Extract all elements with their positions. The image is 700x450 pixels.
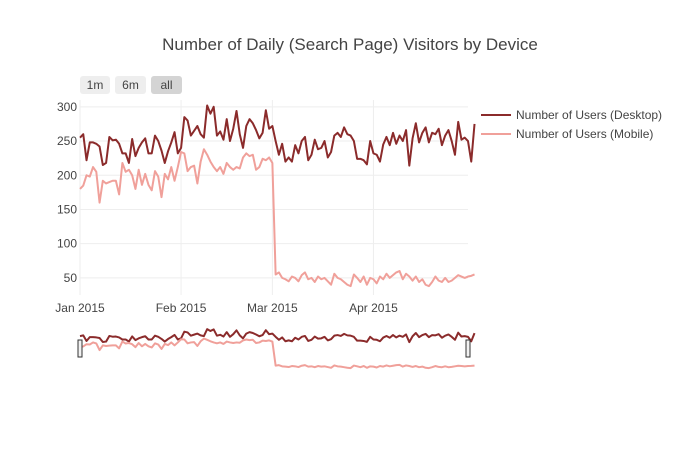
series-line-desktop [79,104,476,167]
range-button-all[interactable]: all [151,76,182,94]
range-button-6m[interactable]: 6m [115,76,146,94]
range-button-label: 6m [122,78,139,92]
y-tick-label: 50 [64,271,78,285]
legend: Number of Users (Desktop) Number of Users… [481,108,662,141]
range-selector: 1m 6m all [80,76,182,94]
y-axis: 50 100 150 200 250 300 [57,100,77,285]
chart-title: Number of Daily (Search Page) Visitors b… [162,35,538,54]
rangeslider-line-desktop [79,328,476,344]
legend-item-mobile[interactable]: Number of Users (Mobile) [481,127,653,141]
range-slider[interactable] [77,328,476,370]
y-tick-label: 100 [57,237,77,251]
range-button-1m[interactable]: 1m [80,76,110,94]
range-button-label: 1m [87,78,104,92]
legend-label: Number of Users (Desktop) [516,108,662,122]
x-axis: Jan 2015 Feb 2015 Mar 2015 Apr 2015 [55,301,398,315]
range-button-label: all [160,78,172,92]
x-tick-label: Mar 2015 [247,301,298,315]
rangeslider-handle-left[interactable] [77,339,83,358]
x-tick-label: Jan 2015 [55,301,105,315]
x-tick-label: Apr 2015 [349,301,398,315]
series-line-mobile [79,148,475,288]
rangeslider-line-mobile [79,337,475,370]
y-tick-label: 300 [57,100,77,114]
y-tick-label: 250 [57,134,77,148]
legend-label: Number of Users (Mobile) [516,127,653,141]
legend-item-desktop[interactable]: Number of Users (Desktop) [481,108,662,122]
rangeslider-handle-right[interactable] [465,339,471,358]
y-tick-label: 150 [57,202,77,216]
x-tick-label: Feb 2015 [156,301,207,315]
y-tick-label: 200 [57,168,77,182]
plot-area [79,104,476,288]
